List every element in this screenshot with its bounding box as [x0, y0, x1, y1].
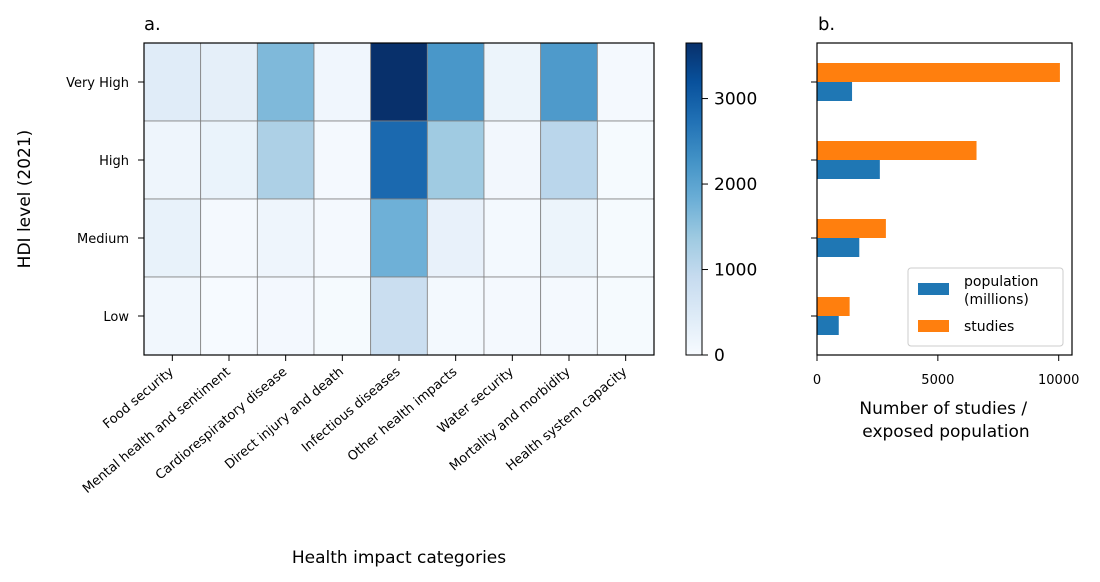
legend-label: studies	[964, 319, 1014, 335]
heatmap-cell	[370, 120, 428, 200]
x-tick-label: Infectious diseases	[299, 364, 404, 455]
heatmap-cells	[143, 42, 655, 356]
bar-x-tick-label: 5000	[921, 373, 954, 388]
heatmap-cell	[370, 42, 428, 122]
bar-x-ticks: 0 5000 10000	[813, 355, 1079, 388]
heatmap-cell	[200, 120, 258, 200]
heatmap-panel-label: a.	[144, 14, 161, 35]
bars	[817, 63, 1060, 335]
colorbar-ticks: 0 1000 2000 3000	[702, 90, 757, 366]
heatmap-cell	[256, 198, 315, 278]
bar-studies	[817, 63, 1060, 82]
heatmap-cell	[426, 198, 485, 278]
heatmap-cell	[426, 276, 485, 356]
heatmap-cell	[483, 120, 542, 200]
heatmap-cell	[370, 276, 428, 356]
bar-population	[817, 160, 880, 179]
bar-panel: b. 0 5000 10000 Number of studies / expose…	[811, 14, 1079, 442]
heatmap-y-axis-title: HDI level (2021)	[15, 130, 35, 269]
heatmap-cell	[313, 276, 372, 356]
bar-population	[817, 316, 839, 335]
heatmap-cell	[313, 120, 372, 200]
heatmap-cell	[596, 198, 655, 278]
heatmap-cell	[596, 42, 655, 122]
colorbar-tick-label: 1000	[714, 261, 757, 281]
heatmap-cell	[540, 120, 598, 200]
legend-swatch	[918, 283, 949, 295]
heatmap-cell	[200, 42, 258, 122]
colorbar-tick-label: 0	[714, 346, 725, 366]
bar-studies	[817, 141, 977, 160]
y-tick-label: Very High	[66, 76, 129, 91]
heatmap-cell	[313, 198, 372, 278]
legend-label: population (millions)	[964, 274, 1039, 308]
heatmap-cell	[483, 198, 542, 278]
bar-x-axis-title-line-2: exposed population	[862, 422, 1029, 442]
heatmap-x-axis-title: Health impact categories	[292, 548, 506, 568]
heatmap-cell	[143, 42, 202, 122]
bar-frame	[816, 42, 1073, 356]
heatmap-cell	[143, 120, 202, 200]
y-tick-label: Low	[103, 310, 129, 325]
heatmap-cell	[426, 42, 485, 122]
colorbar-gradient	[685, 42, 703, 356]
heatmap-cell	[370, 198, 428, 278]
y-tick-label: Medium	[77, 232, 129, 247]
colorbar-tick-label: 3000	[714, 90, 757, 110]
legend-swatch	[918, 320, 949, 332]
colorbar: 0 1000 2000 3000	[685, 42, 757, 366]
heatmap-cell	[313, 42, 372, 122]
bar-studies	[817, 219, 886, 238]
heatmap-cell	[596, 120, 655, 200]
heatmap-y-ticks: Very High High Medium Low	[66, 76, 144, 325]
heatmap-cell	[483, 42, 542, 122]
bar-population	[817, 238, 860, 257]
heatmap-cell	[143, 198, 202, 278]
heatmap-cell	[256, 42, 315, 122]
x-tick-label: Other health impacts	[345, 364, 460, 464]
bar-y-ticks	[811, 81, 817, 317]
bar-legend: population (millions) studies	[907, 267, 1064, 347]
heatmap-cell	[540, 198, 598, 278]
heatmap-cell	[256, 120, 315, 200]
heatmap-cell	[143, 276, 202, 356]
heatmap-cell	[200, 276, 258, 356]
heatmap-cell	[426, 120, 485, 200]
bar-population	[817, 82, 853, 101]
bar-x-axis-title-line-1: Number of studies /	[859, 399, 1027, 419]
bar-x-axis-title: Number of studies / exposed population	[859, 399, 1032, 442]
heatmap-cell	[540, 276, 598, 356]
heatmap-cell	[200, 198, 258, 278]
bar-panel-label: b.	[818, 14, 835, 35]
colorbar-tick-label: 2000	[714, 175, 757, 195]
heatmap-cell	[596, 276, 655, 356]
heatmap-cell	[256, 276, 315, 356]
bar-x-tick-label: 10000	[1038, 373, 1079, 388]
legend-items: population (millions) studies	[918, 274, 1039, 335]
bar-x-tick-label: 0	[813, 373, 821, 388]
bar-studies	[817, 297, 850, 316]
y-tick-label: High	[99, 154, 129, 169]
heatmap-cell	[483, 276, 542, 356]
heatmap-cell	[540, 42, 598, 122]
